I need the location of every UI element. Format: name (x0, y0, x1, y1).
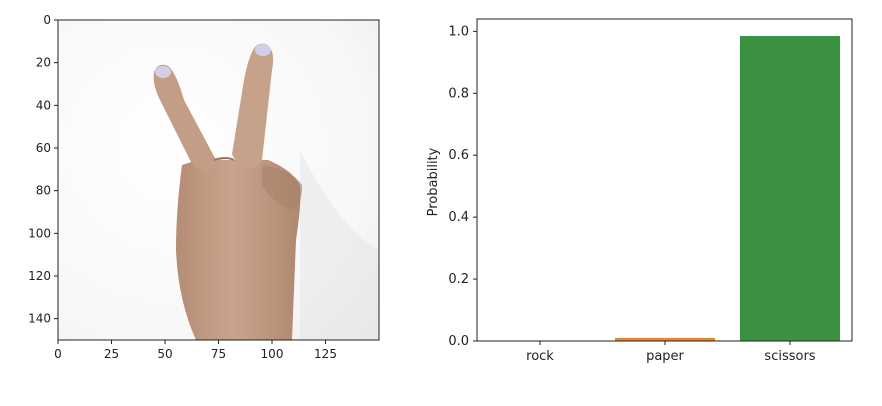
shadow (300, 150, 379, 340)
image-x-tick-label: 50 (157, 347, 172, 361)
image-x-tick-label: 125 (314, 347, 337, 361)
knuckles (262, 165, 303, 210)
image-y-tick-label: 20 (36, 56, 51, 70)
bar-x-axis: rock paper scissors (526, 341, 816, 364)
index-nail (155, 66, 171, 78)
bar-y-tick-label: 0.0 (448, 334, 469, 349)
bar-y-axis: 0.0 0.2 0.4 0.6 0.8 1.0 (448, 24, 477, 349)
bar-scissors (740, 36, 840, 342)
image-y-tick-label: 80 (36, 184, 51, 198)
bar-y-tick-label: 1.0 (448, 24, 469, 39)
image-y-tick-label: 0 (43, 13, 51, 27)
hand-image (58, 20, 379, 340)
bar-y-tick-label: 0.2 (448, 272, 469, 287)
image-x-tick-label: 100 (261, 347, 284, 361)
image-y-tick-label: 40 (36, 98, 51, 112)
middle-nail (255, 44, 271, 56)
palm (176, 159, 301, 340)
image-axes: 0 25 50 75 100 125 0 20 40 60 80 100 120 140 (28, 13, 380, 361)
image-y-tick-label: 60 (36, 141, 51, 155)
bars (615, 36, 840, 342)
category-label-rock: rock (526, 349, 554, 364)
bar-axes: 0.0 0.2 0.4 0.6 0.8 1.0 rock paper scissors Pro… (426, 18, 853, 364)
finger-crease (213, 157, 235, 161)
image-x-tick-label: 75 (211, 347, 226, 361)
image-y-tick-label: 120 (28, 269, 51, 283)
image-x-tick-label: 25 (104, 347, 119, 361)
image-y-axis: 0 20 40 60 80 100 120 140 (28, 13, 58, 326)
category-label-paper: paper (646, 349, 684, 364)
y-axis-label: Probability (426, 147, 441, 216)
middle-finger (232, 43, 274, 169)
image-y-tick-label: 140 (28, 312, 51, 326)
bar-y-tick-label: 0.8 (448, 86, 469, 101)
index-finger (153, 64, 216, 172)
bar-y-tick-label: 0.6 (448, 148, 469, 163)
image-x-tick-label: 0 (54, 347, 62, 361)
image-x-axis: 0 25 50 75 100 125 (54, 340, 337, 361)
image-y-tick-label: 100 (28, 226, 51, 240)
bar-y-tick-label: 0.4 (448, 210, 469, 225)
bar-paper (615, 337, 715, 341)
category-label-scissors: scissors (764, 349, 815, 364)
